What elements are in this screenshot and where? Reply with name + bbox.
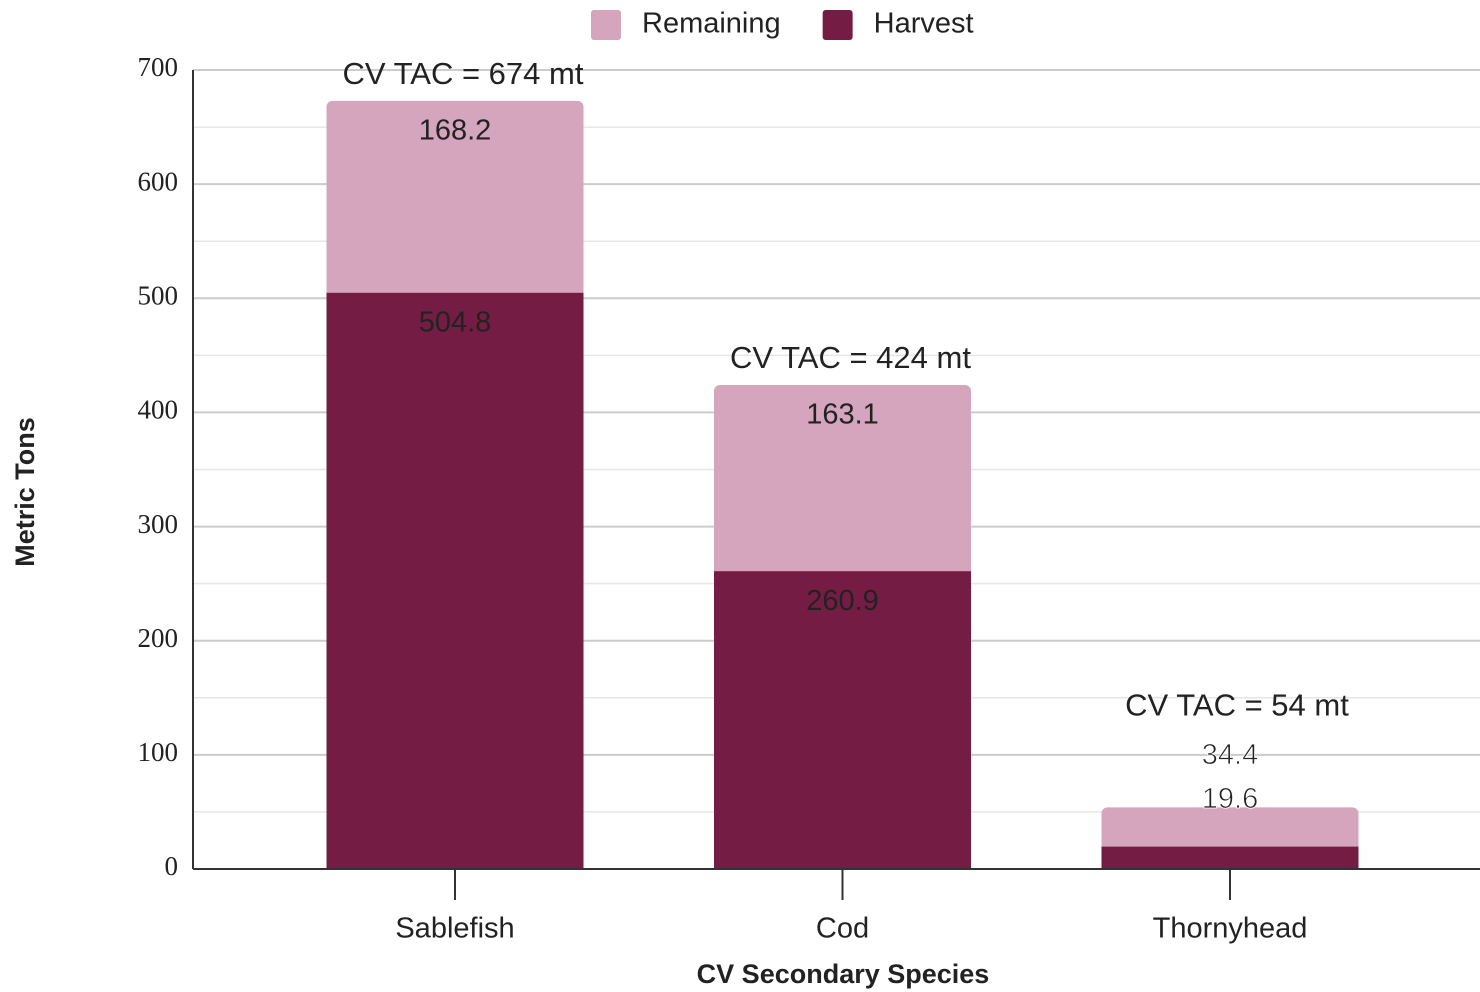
y-tick-label: 600	[138, 166, 179, 196]
y-tick-label: 100	[138, 737, 179, 767]
y-tick-label: 0	[165, 851, 179, 881]
legend-label: Remaining	[642, 8, 781, 40]
annotation: CV TAC = 54 mt	[1125, 688, 1349, 723]
annotation: CV TAC = 424 mt	[730, 340, 971, 375]
y-tick-label: 700	[138, 52, 179, 82]
data-label: 168.2	[419, 114, 492, 146]
y-tick-label: 500	[138, 280, 179, 310]
x-tick-label: Sablefish	[395, 913, 514, 945]
x-axis-title: CV Secondary Species	[697, 959, 990, 989]
data-label: 504.8	[419, 306, 492, 338]
bar-segment	[1101, 846, 1359, 869]
legend-label: Harvest	[874, 8, 974, 40]
data-label: 19.6	[1202, 783, 1258, 815]
bar-segment	[714, 385, 971, 578]
legend-swatch	[591, 10, 621, 40]
annotation: CV TAC = 674 mt	[343, 56, 584, 91]
data-label: 260.9	[806, 585, 879, 617]
bar-segment	[326, 100, 584, 299]
y-tick-label: 200	[138, 623, 179, 653]
x-tick-label: Thornyhead	[1153, 913, 1308, 945]
legend-swatch	[822, 10, 853, 40]
data-label: 163.1	[806, 399, 879, 431]
bar-segment	[714, 571, 971, 869]
x-tick-label: Cod	[816, 913, 869, 945]
bar-segment	[1101, 807, 1359, 853]
bar-segment	[326, 292, 584, 869]
y-tick-label: 300	[138, 509, 179, 539]
data-label: 34.4	[1202, 739, 1258, 771]
y-tick-label: 400	[138, 395, 179, 425]
y-axis-title: Metric Tons	[10, 417, 40, 567]
